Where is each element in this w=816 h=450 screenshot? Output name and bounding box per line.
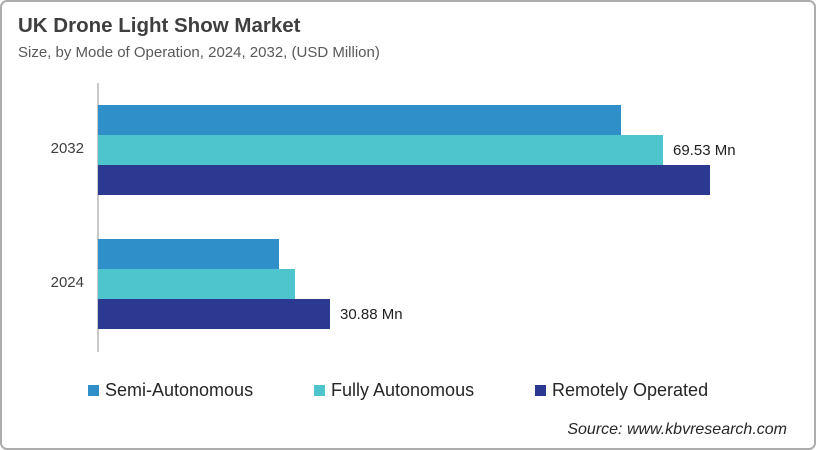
value-label-2024-remotely-operated: 30.88 Mn (340, 305, 403, 323)
legend-swatch-semi-autonomous-icon (88, 385, 99, 396)
legend-label: Semi-Autonomous (105, 380, 254, 400)
bar-2024-remotely-operated (98, 299, 330, 329)
legend-item-fully-autonomous: Fully Autonomous (314, 380, 475, 400)
value-label-2032-fully-autonomous: 69.53 Mn (673, 141, 736, 159)
bar-row (98, 269, 403, 299)
bar-row (98, 165, 736, 195)
bar-row (98, 239, 403, 269)
bar-group-2032: 69.53 Mn (98, 105, 736, 195)
bar-row: 69.53 Mn (98, 135, 736, 165)
bar-2032-semi-autonomous (98, 105, 621, 135)
category-label-2024: 2024 (50, 274, 84, 291)
legend-label: Fully Autonomous (331, 380, 475, 400)
bar-2032-fully-autonomous (98, 135, 663, 165)
bar-row: 30.88 Mn (98, 299, 403, 329)
legend-swatch-remotely-operated-icon (535, 385, 546, 396)
legend-item-remotely-operated: Remotely Operated (535, 380, 709, 400)
legend-item-semi-autonomous: Semi-Autonomous (88, 380, 254, 400)
page-subtitle: Size, by Mode of Operation, 2024, 2032, … (18, 44, 380, 61)
legend-label: Remotely Operated (552, 380, 709, 400)
bar-2032-remotely-operated (98, 165, 710, 195)
source-credit: Source: www.kbvresearch.com (567, 421, 787, 438)
bar-2024-fully-autonomous (98, 269, 295, 299)
category-axis-line (97, 83, 99, 352)
bar-2024-semi-autonomous (98, 239, 279, 269)
legend-swatch-fully-autonomous-icon (314, 385, 325, 396)
bar-group-2024: 30.88 Mn (98, 239, 403, 329)
category-label-2032: 2032 (50, 140, 84, 157)
bar-row (98, 105, 736, 135)
page-title: UK Drone Light Show Market (18, 14, 301, 37)
